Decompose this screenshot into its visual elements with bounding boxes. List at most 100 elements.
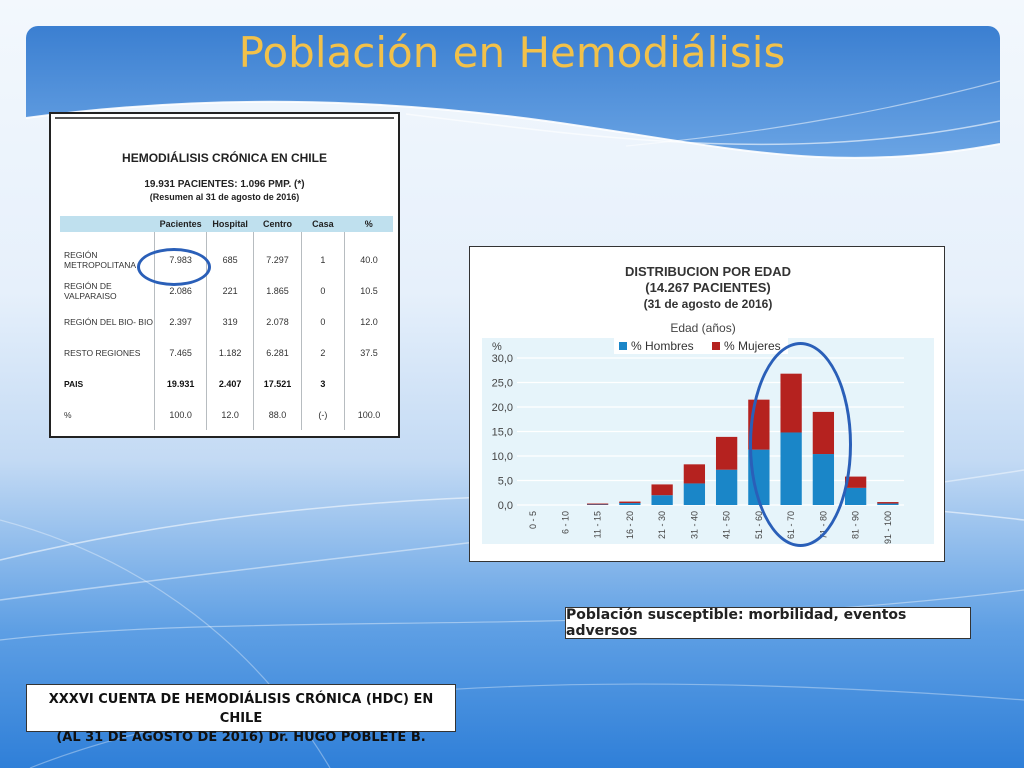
slide-title: Población en Hemodiálisis [238,28,786,77]
table-cell: 2.397 [154,306,207,337]
table-cell: 0 [300,275,345,306]
x-tick-label: 16 - 20 [625,511,635,539]
table-cell: 1 [300,244,345,275]
table-subtitle-date: (Resumen al 31 de agosto de 2016) [149,192,300,202]
x-tick-label: 6 - 10 [560,511,570,534]
y-tick-label: 30,0 [492,353,513,365]
table-cell: PAIS [64,378,84,389]
table-cell: 37.5 [344,337,393,368]
x-tick-label: 81 - 90 [851,511,861,539]
x-tick-label: 51 - 60 [754,511,764,539]
table-subtitle: 19.931 PACIENTES: 1.096 PMP. (*) [144,179,305,190]
header-cell: Centro [253,216,302,232]
panel-top-rule [55,117,394,119]
table-cell: 3 [300,368,345,399]
table-cell: 19.931 [154,368,207,399]
x-tick-label: 91 - 100 [883,511,893,544]
dialysis-table-panel: HEMODIÁLISIS CRÓNICA EN CHILE 19.931 PAC… [49,112,400,438]
table-cell: 1.865 [253,275,302,306]
table-title: HEMODIÁLISIS CRÓNICA EN CHILE [122,151,327,165]
legend-label-mujeres: % Mujeres [724,339,781,353]
y-tick-label: 20,0 [492,402,513,414]
y-tick-label: 25,0 [492,378,513,390]
callout-susceptible-population: Población susceptible: morbilidad, event… [565,607,971,639]
table-cell: 17.521 [253,368,302,399]
highlight-ellipse-age-groups [749,342,852,547]
bar-mujeres [683,464,706,484]
table-cell: REGIÓN DEL BIO- BIO [64,316,153,327]
table-cell: (-) [300,399,345,430]
table-cell: 88.0 [253,399,302,430]
chart-subtitle-date: (31 de agosto de 2016) [644,297,773,311]
table-cell: 685 [205,244,254,275]
chart-xlabel: Edad (años) [670,321,735,335]
table-cell: 2.078 [253,306,302,337]
header-cell: Casa [301,216,345,232]
bar-hombres [651,495,673,505]
table-row: REGIÓN METROPOLITANA 7.983 685 7.297 1 4… [60,244,393,275]
bar-mujeres [844,476,867,488]
header-cell: Hospital [206,216,254,232]
bar-hombres [844,487,867,505]
table-cell: 221 [205,275,254,306]
x-tick-label: 31 - 40 [689,511,699,539]
header-cell [60,216,155,232]
header-cell: % [344,216,393,232]
x-tick-label: 21 - 30 [657,511,667,539]
y-tick-label: 5,0 [498,476,513,488]
table-row-percent: % 100.0 12.0 88.0 (-) 100.0 [60,399,393,430]
table-cell: 40.0 [344,244,393,275]
table-cell: 100.0 [154,399,207,430]
bar-hombres [683,483,706,505]
plot-background [482,338,934,544]
table-header-row: Pacientes Hospital Centro Casa % [60,216,393,232]
table-cell: 2.407 [205,368,254,399]
x-tick-label: 41 - 50 [722,511,732,539]
chart-title: DISTRIBUCION POR EDAD [625,264,791,279]
source-line-1: XXXVI CUENTA DE HEMODIÁLISIS CRÓNICA (HD… [48,692,434,726]
legend-label-hombres: % Hombres [631,339,694,353]
table-row: REGIÓN DEL BIO- BIO 2.397 319 2.078 0 12… [60,306,393,337]
y-tick-label: 0,0 [498,500,513,512]
table-cell: 7.465 [154,337,207,368]
bar-hombres [619,503,641,505]
age-distribution-chart: DISTRIBUCION POR EDAD (14.267 PACIENTES)… [482,264,934,544]
chart-ylabel: % [492,341,502,353]
table-row: REGIÓN DE VALPARAISO 2.086 221 1.865 0 1… [60,275,393,306]
bar-mujeres [877,502,899,504]
x-tick-label: 0 - 5 [528,511,538,529]
table-cell: 2 [300,337,345,368]
legend-box [614,337,788,354]
table-spacer-row [60,232,393,244]
highlight-ellipse-pais [137,248,211,286]
chart-yticks: 0,0 5,0 10,0 15,0 20,0 25,0 30,0 [492,353,513,512]
bar-mujeres [651,484,673,496]
title-banner [26,26,1000,159]
table-cell: 0 [300,306,345,337]
table-cell: 12.0 [344,306,393,337]
bar-mujeres [619,501,641,504]
dialysis-table: Pacientes Hospital Centro Casa % REGIÓN … [60,216,393,430]
bar-hombres [715,469,738,505]
table-row-total: PAIS 19.931 2.407 17.521 3 [60,368,393,399]
callout-text: Población susceptible: morbilidad, event… [566,607,907,639]
bar-hombres [877,503,899,505]
table-cell: % [64,409,72,420]
table-cell: 10.5 [344,275,393,306]
bar-mujeres [586,503,609,505]
table-cell: REGIÓN METROPOLITANA [64,249,137,270]
legend-swatch-mujeres [712,342,720,350]
table-cell: 12.0 [205,399,254,430]
table-cell: RESTO REGIONES [64,347,141,358]
y-tick-label: 15,0 [492,427,513,439]
table-cell [344,368,393,399]
y-tick-label: 10,0 [492,451,513,463]
table-cell: REGIÓN DE VALPARAISO [64,280,117,301]
bar-mujeres [715,436,738,470]
table-cell: 100.0 [344,399,393,430]
table-cell: 6.281 [253,337,302,368]
source-citation: XXXVI CUENTA DE HEMODIÁLISIS CRÓNICA (HD… [26,684,456,745]
chart-subtitle: (14.267 PACIENTES) [645,280,770,295]
legend-swatch-hombres [619,342,627,350]
table-cell: 7.297 [253,244,302,275]
